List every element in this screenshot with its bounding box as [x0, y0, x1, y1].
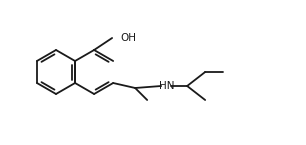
- Text: OH: OH: [120, 33, 136, 43]
- Text: HN: HN: [159, 81, 175, 91]
